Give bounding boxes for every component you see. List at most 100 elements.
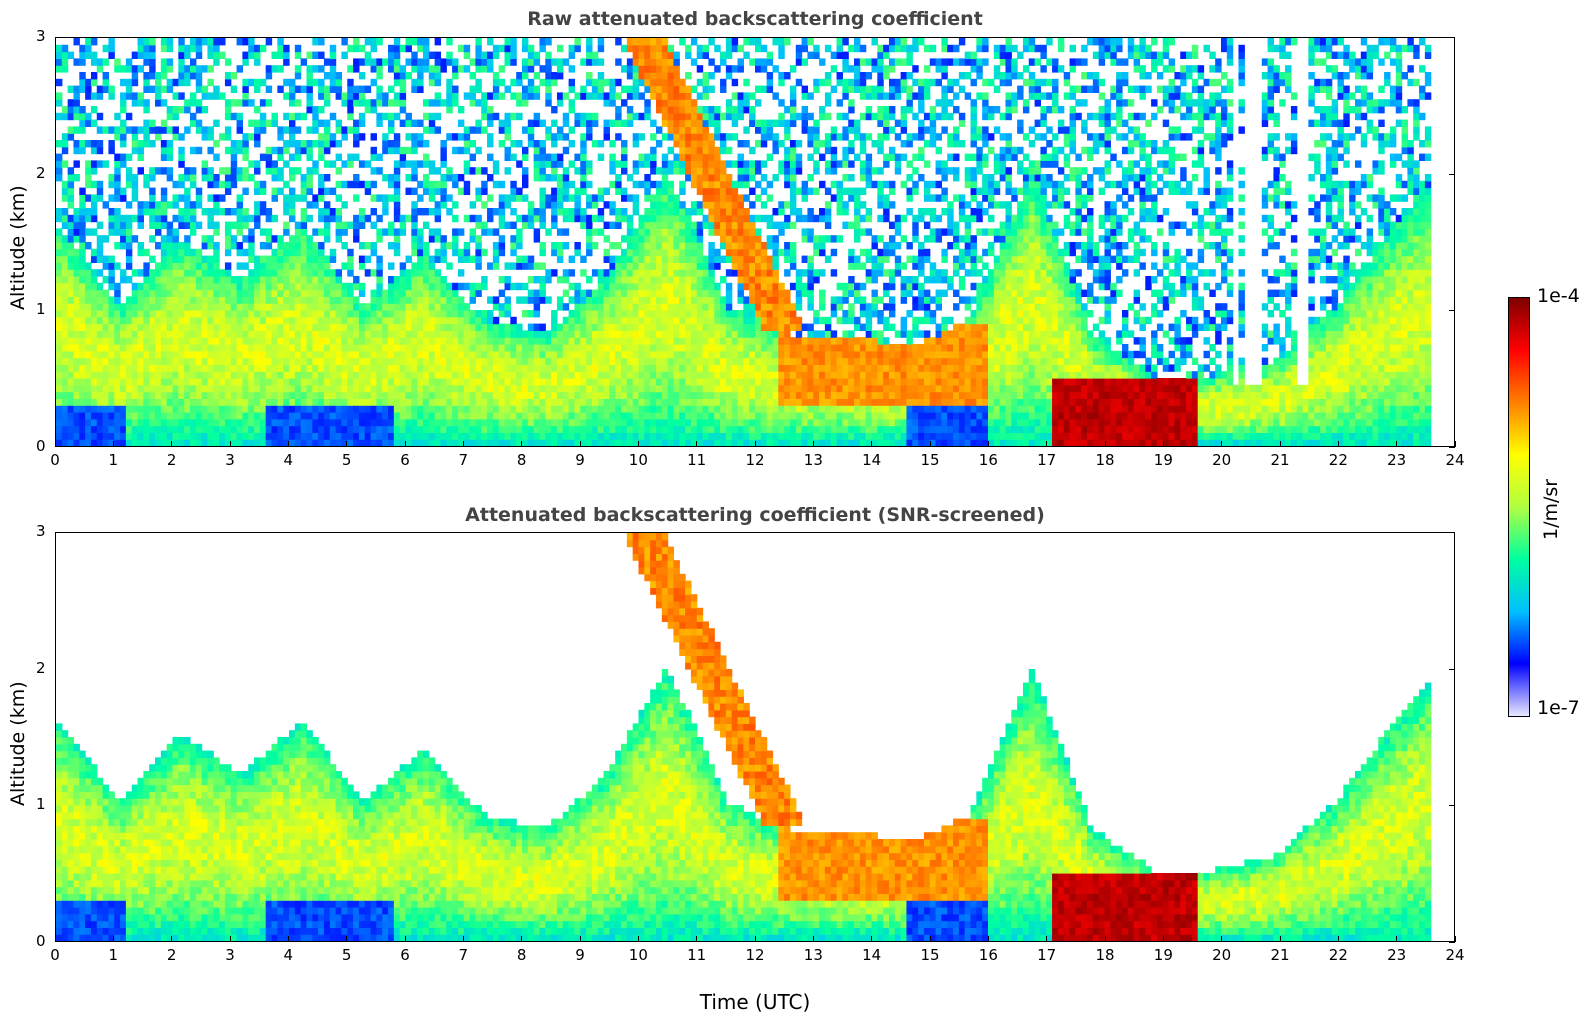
heatmap-cell <box>498 194 506 202</box>
heatmap-cell <box>318 119 325 127</box>
heatmap-cell <box>230 72 238 80</box>
heatmap-cell <box>609 296 616 304</box>
heatmap-cell <box>108 316 115 325</box>
heatmap-cell <box>673 153 680 161</box>
heatmap-cell <box>603 221 610 229</box>
heatmap-cell <box>85 85 92 93</box>
heatmap-cell <box>382 316 389 325</box>
heatmap-cell <box>79 119 86 127</box>
heatmap-cell <box>341 337 348 345</box>
heatmap-cell <box>434 296 442 304</box>
heatmap-cell <box>463 146 471 155</box>
heatmap-cell <box>556 126 564 134</box>
heatmap-cell <box>195 187 203 195</box>
heatmap-cell <box>254 106 261 114</box>
heatmap-cell <box>347 180 354 189</box>
heatmap-cell <box>207 255 214 263</box>
heatmap-cell <box>696 262 704 270</box>
heatmap-cell <box>580 412 587 420</box>
heatmap-cell <box>522 167 529 175</box>
heatmap-cell <box>318 364 325 372</box>
heatmap-cell <box>434 167 442 175</box>
heatmap-cell <box>644 289 651 297</box>
heatmap-cell <box>300 371 308 379</box>
heatmap-cell <box>609 398 616 406</box>
heatmap-cell <box>90 255 98 263</box>
heatmap-cell <box>300 350 308 359</box>
heatmap-cell <box>277 378 284 386</box>
heatmap-cell <box>393 310 401 318</box>
heatmap-cell <box>318 146 325 155</box>
heatmap-cell <box>720 384 727 393</box>
heatmap-cell <box>300 432 308 440</box>
heatmap-cell <box>481 378 488 386</box>
heatmap-cell <box>125 432 133 440</box>
heatmap-cell <box>114 323 121 331</box>
heatmap-cell <box>481 221 488 229</box>
heatmap-cell <box>364 310 372 318</box>
heatmap-cell <box>149 371 156 379</box>
heatmap-cell <box>166 146 174 155</box>
heatmap-cell <box>195 425 203 433</box>
heatmap-cell <box>248 228 255 236</box>
heatmap-cell <box>289 425 296 433</box>
heatmap-cell <box>353 85 360 93</box>
heatmap-cell <box>318 296 325 304</box>
heatmap-cell <box>487 112 494 121</box>
heatmap-cell <box>417 235 424 243</box>
heatmap-cell <box>556 180 564 189</box>
heatmap-cell <box>428 208 436 216</box>
heatmap-cell <box>90 38 98 46</box>
heatmap-cell <box>539 289 546 297</box>
heatmap-cell <box>720 337 727 345</box>
heatmap-cell <box>242 316 249 325</box>
heatmap-cell <box>114 228 121 236</box>
heatmap-cell <box>609 140 616 148</box>
heatmap-cell <box>626 214 634 223</box>
heatmap-cell <box>434 58 442 66</box>
heatmap-cell <box>714 330 721 338</box>
heatmap-cell <box>609 432 616 440</box>
heatmap-cell <box>347 350 354 359</box>
heatmap-cell <box>102 337 110 345</box>
heatmap-cell <box>399 316 407 325</box>
heatmap-cell <box>166 65 174 73</box>
heatmap-cell <box>271 418 278 427</box>
heatmap-cell <box>621 316 628 325</box>
heatmap-cell <box>56 391 63 399</box>
heatmap-cell <box>650 262 657 270</box>
heatmap-cell <box>428 323 436 331</box>
heatmap-cell <box>644 310 651 318</box>
heatmap-cell <box>67 412 75 420</box>
heatmap-cell <box>615 112 622 121</box>
heatmap-cell <box>137 357 144 365</box>
heatmap-cell <box>323 221 331 229</box>
heatmap-cell <box>236 276 243 284</box>
heatmap-cell <box>457 364 465 372</box>
heatmap-cell <box>417 282 424 291</box>
heatmap-cell <box>551 398 558 406</box>
heatmap-cell <box>318 228 325 236</box>
heatmap-cell <box>201 282 209 291</box>
heatmap-cell <box>90 106 98 114</box>
raw-y-axis-label: Altitude (km) <box>7 185 29 310</box>
heatmap-cell <box>586 235 593 243</box>
heatmap-cell <box>621 153 628 161</box>
heatmap-cell <box>131 194 139 202</box>
heatmap-cell <box>318 140 325 148</box>
heatmap-cell <box>149 439 156 446</box>
heatmap-cell <box>283 323 290 331</box>
heatmap-cell <box>690 323 698 331</box>
heatmap-cell <box>457 384 465 393</box>
heatmap-cell <box>510 187 517 195</box>
heatmap-cell <box>545 296 552 304</box>
heatmap-cell <box>306 140 313 148</box>
heatmap-cell <box>609 330 616 338</box>
heatmap-cell <box>405 405 412 413</box>
heatmap-cell <box>341 384 348 393</box>
heatmap-cell <box>655 221 663 229</box>
heatmap-cell <box>597 425 605 433</box>
heatmap-cell <box>661 344 669 352</box>
heatmap-cell <box>353 214 360 223</box>
heatmap-cell <box>632 364 640 372</box>
